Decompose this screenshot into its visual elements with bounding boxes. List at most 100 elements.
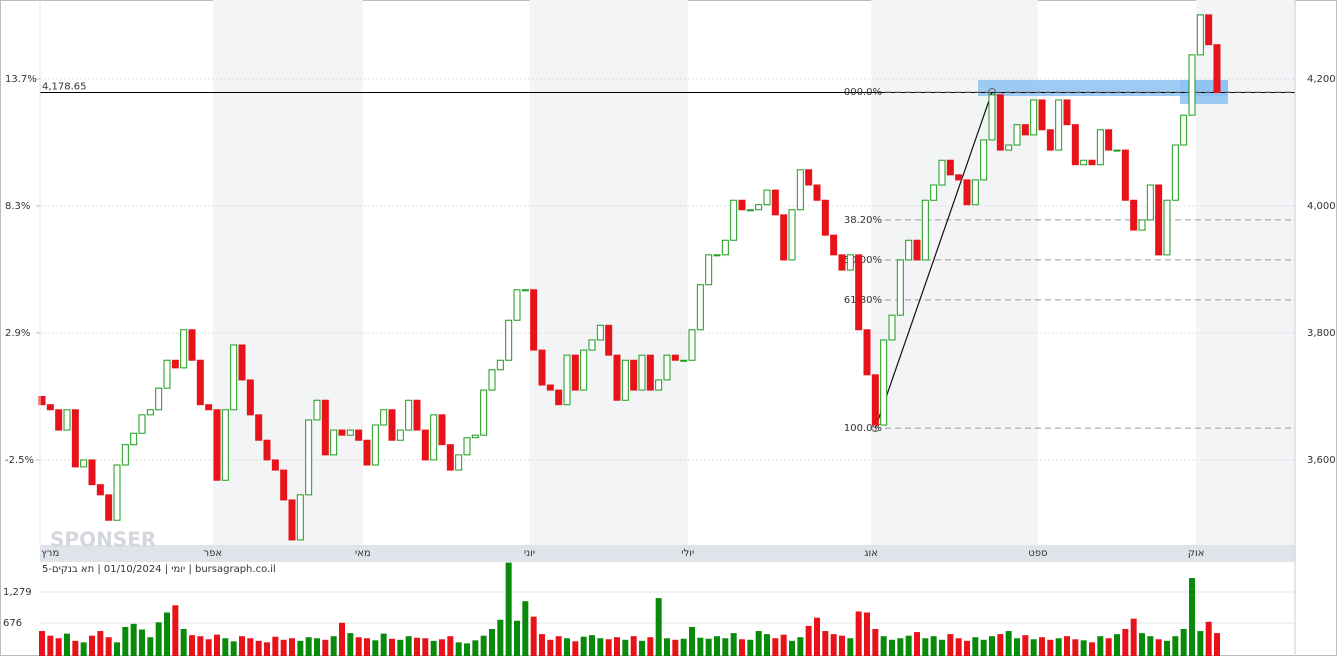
volume-bar [180, 628, 187, 656]
volume-bar [664, 638, 670, 656]
candle-up [746, 209, 754, 212]
volume-bar [380, 633, 387, 656]
volume-bar [147, 637, 154, 656]
candle-down [271, 459, 279, 471]
candle-up [788, 209, 796, 261]
candle-up [346, 429, 354, 436]
volume-bar [255, 640, 262, 656]
y2-tick-label: -2.5% [5, 455, 34, 466]
volume-bar [597, 638, 604, 656]
candle-up [480, 389, 488, 436]
volume-bar [1114, 634, 1120, 656]
volume-bar [480, 635, 487, 656]
x-tick-label: ספט [1028, 548, 1047, 559]
y-tick-label: 3,800 [1307, 328, 1336, 339]
volume-bar [280, 639, 287, 656]
volume-bar [980, 639, 987, 656]
candle-down [205, 404, 213, 411]
volume-bar [55, 638, 62, 656]
volume-bar [647, 637, 654, 656]
volume-bar [930, 636, 937, 656]
volume-bar [355, 637, 362, 656]
candle-down [71, 409, 79, 468]
candle-up [1163, 199, 1171, 256]
candle-up [680, 359, 688, 362]
x-tick-label: יוני [524, 548, 535, 559]
volume-bar [505, 562, 512, 656]
candle-down [630, 359, 638, 391]
x-tick-label: אפר [204, 548, 223, 559]
candle-up [1188, 54, 1196, 116]
candle-up [221, 409, 229, 481]
y2-tick-label: 2.9% [5, 328, 30, 339]
volume-bar [1005, 631, 1012, 656]
volume-bar [639, 640, 645, 656]
candle-up [405, 399, 413, 431]
volume-bar [39, 631, 45, 656]
volume-bar [1189, 578, 1195, 656]
volume-bar [189, 635, 195, 656]
candles [38, 14, 1221, 541]
grid: 3,600 3,800 4,000 4,200 -2.5% 2.9% 8.3% 13.7% 4,… [5, 74, 1336, 466]
volume-bar [405, 636, 412, 656]
candle-down [1046, 129, 1054, 151]
volume-bar [122, 626, 129, 656]
volume-bar [805, 625, 812, 656]
volume-bar [197, 636, 204, 656]
candle-down [263, 439, 271, 461]
candle-up [496, 359, 504, 371]
volume-bar [1214, 633, 1220, 656]
fib-label: 38.20% [844, 215, 882, 226]
volume-bar [697, 637, 704, 656]
candle-up [305, 419, 313, 496]
candle-up [155, 387, 163, 411]
candle-down [538, 349, 546, 386]
candle-down [46, 404, 54, 411]
volume-bar [764, 634, 770, 656]
volume-bar [1014, 638, 1020, 656]
candle-up [730, 199, 738, 241]
fib-label: 000.0% [844, 87, 882, 98]
candle-down [1205, 14, 1213, 46]
volume-bar [430, 640, 437, 656]
volume-bar [797, 637, 804, 656]
volume-bar [522, 601, 529, 656]
volume-bar [289, 638, 295, 656]
candle-up [621, 359, 629, 401]
candle-down [446, 444, 454, 471]
candle-down [255, 414, 263, 441]
candle-up [1030, 99, 1038, 136]
candle-up [330, 429, 338, 456]
volume-tick-label: 676 [3, 618, 22, 629]
volume-bar [572, 641, 579, 656]
candle-down [88, 459, 96, 486]
candle-up [880, 339, 888, 426]
volume-bar [89, 635, 95, 656]
candle-up [1005, 144, 1013, 151]
candle-down [530, 289, 538, 351]
volume-bar [97, 631, 104, 656]
x-tick-label: אוג [864, 548, 878, 559]
volume-bar [747, 639, 754, 656]
candle-up [1113, 149, 1121, 152]
volume-bar [464, 643, 470, 656]
volume-bar [164, 612, 170, 656]
x-tick-label: אוק [1188, 548, 1205, 559]
candle-down [821, 199, 829, 236]
volume-bar [455, 642, 462, 656]
volume-bar [814, 617, 820, 656]
volume-bar [564, 638, 570, 656]
candle-down [321, 399, 329, 456]
month-band [529, 0, 688, 545]
volume-bar [1180, 628, 1187, 656]
candle-down [646, 354, 654, 391]
volume-bar [589, 635, 595, 656]
volume-bar [139, 629, 145, 656]
volume-bar [230, 641, 237, 656]
fibonacci: 000.0% 38.20% 50.00% 61.80% 100.0% [844, 87, 1295, 434]
candle-down [55, 409, 63, 431]
candle-down [913, 239, 921, 261]
candle-down [605, 324, 613, 356]
candle-up [505, 319, 513, 361]
month-band [212, 0, 363, 545]
